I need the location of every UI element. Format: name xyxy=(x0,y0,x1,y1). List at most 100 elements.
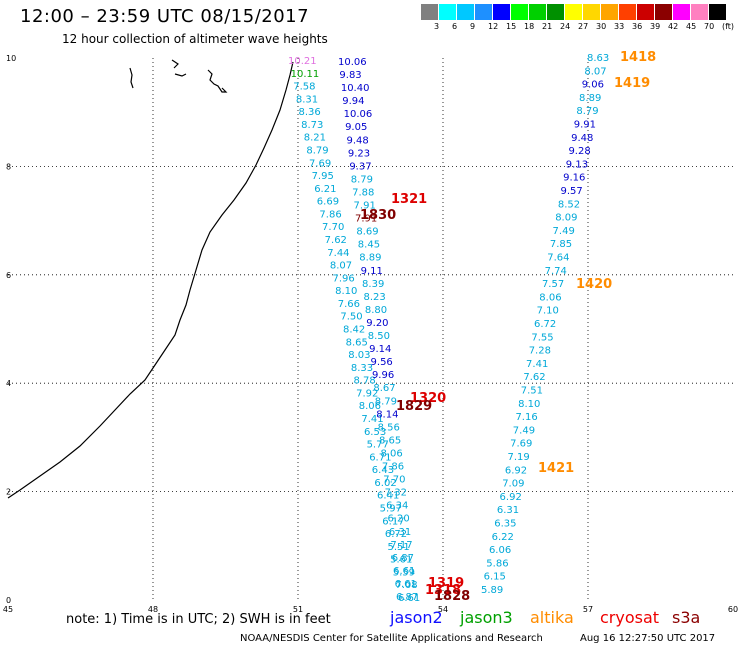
right-track-value: 6.06 xyxy=(489,545,511,556)
scale-swatch xyxy=(709,4,727,20)
left-track-value: 8.06 xyxy=(359,401,381,412)
scale-swatch xyxy=(691,4,709,20)
middle-track-value: 8.45 xyxy=(358,240,380,251)
right-track-value: 9.06 xyxy=(582,80,604,91)
y-tick-label: 6 xyxy=(6,271,11,280)
x-tick-label: 51 xyxy=(293,605,303,614)
x-tick-label: 60 xyxy=(728,605,738,614)
right-track-value: 8.09 xyxy=(555,213,577,224)
right-track-value: 9.91 xyxy=(574,120,596,131)
middle-track-value: 6.34 xyxy=(386,501,408,512)
left-track-value: 7.44 xyxy=(327,248,349,259)
left-track-value: 8.21 xyxy=(304,133,326,144)
right-track-value: 7.85 xyxy=(550,239,572,250)
left-track-value: 8.42 xyxy=(343,325,365,336)
middle-track-value: 6.87 xyxy=(392,553,414,564)
y-tick-label: 4 xyxy=(6,379,11,388)
pass-time-label: 1828 xyxy=(434,589,470,604)
left-track-value: 5.77 xyxy=(367,440,389,451)
scale-label: 24 xyxy=(560,22,571,31)
left-track-value: 8.78 xyxy=(353,376,375,387)
left-track-value: 7.62 xyxy=(325,235,347,246)
middle-track-value: 7.17 xyxy=(390,540,412,551)
right-track-value: 6.31 xyxy=(497,505,519,516)
right-track-value: 8.07 xyxy=(584,66,606,77)
left-track-value: 7.96 xyxy=(333,273,355,284)
middle-track-value: 9.14 xyxy=(369,344,391,355)
scale-swatch xyxy=(673,4,691,20)
x-tick-label: 54 xyxy=(438,605,448,614)
right-track-value: 7.16 xyxy=(515,412,537,423)
scale-swatch xyxy=(511,4,529,20)
left-track-value: 8.65 xyxy=(346,337,368,348)
middle-track-value: 6.20 xyxy=(388,514,410,525)
right-track-value: 8.63 xyxy=(587,53,609,64)
middle-track-value: 8.79 xyxy=(351,174,373,185)
right-track-value: 7.09 xyxy=(502,479,524,490)
left-track-value: 7.66 xyxy=(338,299,360,310)
y-tick-label: 0 xyxy=(6,596,11,605)
right-track-value: 8.89 xyxy=(579,93,601,104)
scale-label: 21 xyxy=(542,22,553,31)
middle-track-value: 9.96 xyxy=(372,370,394,381)
scale-label: 70 xyxy=(704,22,715,31)
y-tick-label: 8 xyxy=(6,162,11,171)
right-track-value: 7.19 xyxy=(508,452,530,463)
left-track-value: 6.61 xyxy=(398,593,420,604)
left-track-value: 8.10 xyxy=(335,286,357,297)
left-track-value: 6.43 xyxy=(372,465,394,476)
satellite-legend-cryosat: cryosat xyxy=(600,608,660,627)
middle-track-value: 7.91 xyxy=(355,214,377,225)
scale-swatch xyxy=(655,4,673,20)
middle-track-value: 9.37 xyxy=(349,161,371,172)
right-track-value: 6.35 xyxy=(494,519,516,530)
scale-swatch xyxy=(529,4,547,20)
pass-time-label: 1420 xyxy=(576,277,612,292)
scale-label: (ft) xyxy=(722,22,735,31)
scale-swatch xyxy=(439,4,457,20)
left-track-value: 7.95 xyxy=(312,171,334,182)
island-1 xyxy=(129,67,134,89)
right-track-value: 7.55 xyxy=(531,332,553,343)
middle-track-value: 8.14 xyxy=(376,409,398,420)
right-track-value: 7.41 xyxy=(526,359,548,370)
left-track-value: 8.07 xyxy=(330,261,352,272)
left-track-value: 6.69 xyxy=(317,197,339,208)
left-track-value: 5.61 xyxy=(390,555,412,566)
middle-track-value: 10.40 xyxy=(341,83,370,94)
scale-swatch xyxy=(583,4,601,20)
middle-track-value: 9.20 xyxy=(366,318,388,329)
left-track-value: 8.33 xyxy=(351,363,373,374)
right-track-value: 6.92 xyxy=(505,465,527,476)
scale-label: 33 xyxy=(614,22,625,31)
pass-time-label: 1318 xyxy=(425,583,461,598)
middle-track-value: 8.50 xyxy=(368,331,390,342)
middle-track-value: 9.56 xyxy=(371,357,393,368)
left-track-value: 7.92 xyxy=(356,388,378,399)
middle-track-value: 6.61 xyxy=(395,579,417,590)
scale-label: 12 xyxy=(488,22,499,31)
left-track-value: 8.03 xyxy=(348,350,370,361)
right-track-value: 9.48 xyxy=(571,133,593,144)
left-track-value: 7.50 xyxy=(340,312,362,323)
y-tick-label: 10 xyxy=(6,54,16,63)
scale-label: 6 xyxy=(452,22,458,31)
middle-track-value: 9.05 xyxy=(345,122,367,133)
pass-time-label: 1421 xyxy=(538,461,574,476)
left-track-value: 6.53 xyxy=(364,427,386,438)
right-track-value: 7.74 xyxy=(545,266,567,277)
scale-label: 39 xyxy=(650,22,661,31)
left-track-value: 5.97 xyxy=(380,504,402,515)
scale-swatch xyxy=(493,4,511,20)
middle-track-value: 8.39 xyxy=(362,279,384,290)
middle-track-value: 8.23 xyxy=(363,292,385,303)
scale-label: 30 xyxy=(596,22,607,31)
pass-time-label: 1321 xyxy=(391,192,427,207)
left-track-value: 10.21 xyxy=(288,56,317,67)
left-track-value: 10.11 xyxy=(291,69,320,80)
left-track-value: 6.17 xyxy=(382,516,404,527)
left-track-value: 7.41 xyxy=(361,414,383,425)
right-track-value: 5.89 xyxy=(481,585,503,596)
right-track-value: 7.64 xyxy=(547,253,569,264)
